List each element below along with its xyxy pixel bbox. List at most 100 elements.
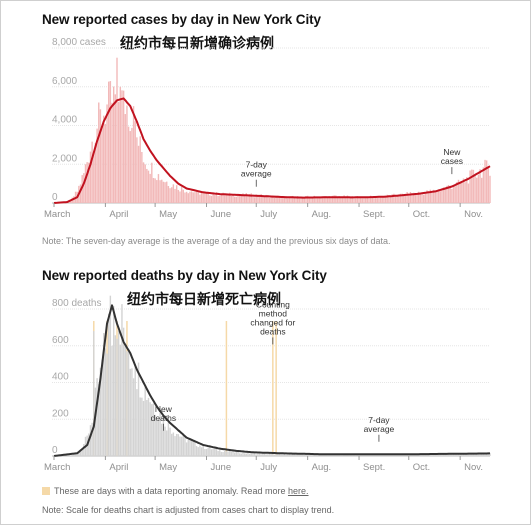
cases-bar (83, 173, 85, 203)
cases-bar (396, 196, 398, 203)
deaths-bar (293, 454, 296, 456)
cases-x-tick-label: June (211, 209, 232, 220)
cases-bar (144, 164, 146, 203)
cases-bar (476, 177, 478, 203)
deaths-bar (116, 338, 118, 456)
cases-bar (185, 191, 188, 203)
cases-x-tick-label: Aug. (312, 209, 332, 220)
cases-bar (219, 195, 221, 203)
deaths-bar (189, 439, 191, 456)
deaths-bar (288, 454, 291, 456)
cases-bar (121, 90, 123, 203)
anomaly-legend: These are days with a data reporting ano… (42, 486, 309, 496)
cases-bar (116, 57, 118, 203)
cases-bar (209, 195, 211, 203)
deaths-bar (212, 448, 214, 456)
deaths-bar (243, 453, 246, 456)
deaths-bar (311, 454, 314, 456)
deaths-bar (359, 454, 362, 456)
cases-bar (456, 182, 458, 203)
cases-bar (235, 196, 238, 203)
cases-bar (282, 196, 284, 203)
cases-bar (225, 194, 228, 203)
cases-note: Note: The seven-day average is the avera… (42, 236, 391, 246)
deaths-bar (341, 455, 344, 456)
deaths-bar (149, 402, 151, 456)
cases-bar (177, 189, 180, 203)
cases-bar (106, 104, 108, 203)
deaths-x-tick-label: Oct. (413, 462, 430, 473)
cases-bar (325, 195, 327, 203)
cases-bar (346, 195, 349, 203)
deaths-bar (467, 454, 470, 456)
cases-bar (316, 198, 319, 203)
deaths-bar (242, 452, 244, 456)
deaths-bar (446, 453, 448, 456)
cases-bar (149, 173, 151, 203)
cases-bar (351, 196, 354, 203)
deaths-bar (185, 442, 188, 456)
deaths-bar (371, 454, 374, 456)
deaths-bar (71, 454, 73, 456)
deaths-bar (137, 362, 140, 456)
anomaly-legend-text: These are days with a data reporting ano… (54, 486, 286, 496)
deaths-bar (159, 412, 161, 456)
deaths-bar (229, 450, 231, 456)
deaths-bar (476, 454, 478, 456)
cases-bar (434, 191, 436, 203)
cases-bar (250, 193, 252, 203)
deaths-y-tick-label: 0 (52, 445, 58, 456)
cases-bar (170, 187, 173, 203)
deaths-bar (222, 452, 224, 456)
cases-bar (112, 86, 115, 203)
cases-x-tick-label: July (260, 209, 277, 220)
deaths-x-tick-label: Nov. (464, 462, 483, 473)
cases-bar (427, 192, 430, 203)
deaths-bar (220, 451, 223, 456)
deaths-bar (340, 455, 342, 456)
deaths-bar (441, 454, 443, 456)
cases-bar (175, 185, 178, 203)
deaths-bar (348, 455, 350, 456)
cases-bar (124, 114, 126, 203)
deaths-bar (209, 446, 211, 456)
cases-bar (431, 191, 433, 203)
deaths-bar (180, 436, 183, 456)
deaths-bar (381, 454, 383, 456)
cases-bar (292, 195, 294, 203)
deaths-bar (451, 453, 453, 456)
deaths-bar (306, 454, 309, 456)
cases-bar (368, 198, 370, 203)
cases-bar (318, 196, 320, 203)
deaths-bar (364, 454, 367, 456)
cases-bar (474, 176, 476, 203)
cases-bar (345, 197, 347, 203)
deaths-bar (292, 454, 294, 456)
deaths-bar (106, 353, 108, 456)
deaths-bar (179, 436, 181, 456)
deaths-bar (192, 440, 194, 456)
deaths-y-tick-label: 800 deaths (52, 298, 102, 309)
cases-bar (227, 193, 229, 203)
cases-bar (466, 177, 468, 203)
cases-x-tick-label: Oct. (413, 209, 430, 220)
cases-bar (359, 197, 362, 203)
cases-bar (220, 194, 223, 203)
deaths-bar (78, 452, 80, 456)
deaths-bar (355, 455, 357, 456)
deaths-bar (421, 454, 423, 456)
deaths-bar (474, 453, 476, 456)
deaths-bar (175, 433, 178, 456)
cases-bar (404, 195, 407, 203)
cases-bar (215, 192, 218, 203)
cases-bar (293, 196, 296, 203)
cases-bar (446, 185, 448, 203)
deaths-bar (154, 414, 156, 456)
read-more-link[interactable]: here. (287, 486, 309, 496)
cases-bar (411, 194, 413, 203)
cases-bar (288, 196, 291, 203)
cases-bar (224, 195, 226, 203)
cases-bar (418, 191, 420, 203)
cases-bar (262, 196, 264, 203)
deaths-bar (290, 454, 292, 456)
